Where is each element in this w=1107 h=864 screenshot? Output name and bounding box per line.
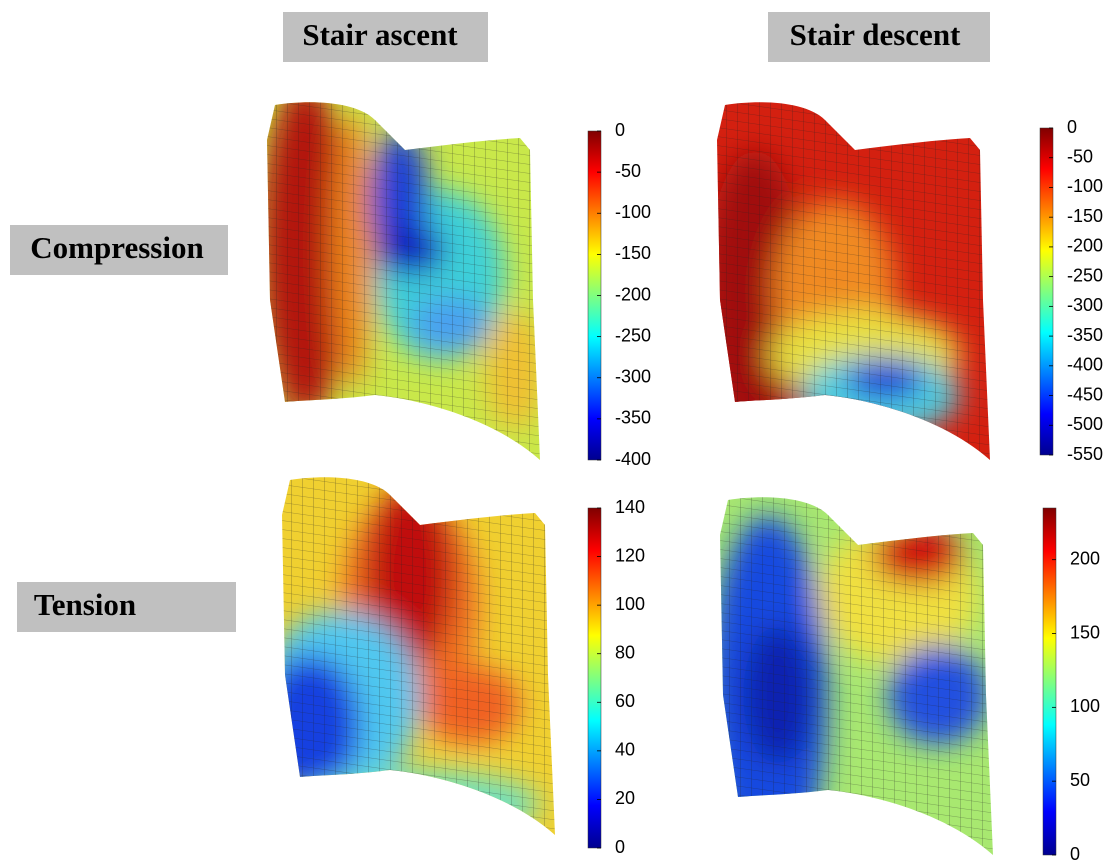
- colorbar-tick-label: 80: [615, 642, 635, 662]
- colorbar-tick-label: -300: [615, 367, 651, 387]
- mesh-panel: [260, 475, 560, 845]
- row-header: Tension: [34, 587, 136, 622]
- mesh-grid: [715, 100, 995, 470]
- colorbar-tick-label: 100: [615, 594, 645, 614]
- colorbar-tick-label: -400: [1067, 355, 1103, 375]
- mesh-grid: [718, 495, 998, 864]
- mesh-fill: [260, 475, 560, 845]
- mesh-panel: [705, 100, 995, 470]
- mesh-panel: [708, 495, 998, 864]
- row-header: Compression: [30, 230, 203, 265]
- colorbar-tick-label: 140: [615, 497, 645, 517]
- mesh-grid: [265, 100, 545, 470]
- colorbar-tick-label: 0: [1070, 844, 1080, 864]
- colorbar-tick-label: 200: [1070, 548, 1100, 568]
- mesh-grid: [280, 475, 560, 845]
- colorbar-tick-label: 60: [615, 691, 635, 711]
- colorbar-tick-label: 40: [615, 740, 635, 760]
- colorbar-tick-label: -250: [615, 325, 651, 345]
- colorbar-tick-label: 0: [1067, 117, 1077, 137]
- page: Stair ascent Stair descent Compression T…: [0, 0, 1107, 864]
- figure: Stair ascent Stair descent Compression T…: [0, 0, 1107, 864]
- colorbar-tick-label: -450: [1067, 384, 1103, 404]
- colorbar-tick-label: -50: [615, 161, 641, 181]
- colorbar-tick-label: -100: [1067, 176, 1103, 196]
- colorbar-tick-label: -200: [1067, 236, 1103, 256]
- column-header: Stair ascent: [302, 17, 458, 52]
- colorbar-tick-label: 20: [615, 788, 635, 808]
- mesh-panel: [260, 80, 545, 470]
- mesh-fill: [705, 100, 995, 470]
- colorbar-tick-label: -150: [615, 243, 651, 263]
- colorbar: [1040, 128, 1053, 455]
- column-header: Stair descent: [790, 17, 961, 52]
- colorbar-tick-label: -150: [1067, 206, 1103, 226]
- colorbar-tick-label: -300: [1067, 295, 1103, 315]
- mesh-fill: [708, 495, 998, 864]
- colorbar-tick-label: -200: [615, 284, 651, 304]
- colorbar: [588, 508, 601, 848]
- colorbar-tick-label: 0: [615, 120, 625, 140]
- colorbar-tick-label: 150: [1070, 622, 1100, 642]
- colorbar-tick-label: 100: [1070, 696, 1100, 716]
- colorbar-tick-label: -400: [615, 449, 651, 469]
- mesh-fill: [260, 80, 545, 470]
- colorbar-tick-label: -50: [1067, 146, 1093, 166]
- colorbar-tick-label: -100: [615, 202, 651, 222]
- colorbar-tick-label: -250: [1067, 265, 1103, 285]
- colorbar-tick-label: 120: [615, 545, 645, 565]
- colorbar-tick-label: -350: [1067, 325, 1103, 345]
- colorbar-tick-label: 50: [1070, 770, 1090, 790]
- colorbar-tick-label: -550: [1067, 444, 1103, 464]
- colorbar-tick-label: 0: [615, 837, 625, 857]
- colorbar-tick-label: -500: [1067, 414, 1103, 434]
- colorbar-tick-label: -350: [615, 408, 651, 428]
